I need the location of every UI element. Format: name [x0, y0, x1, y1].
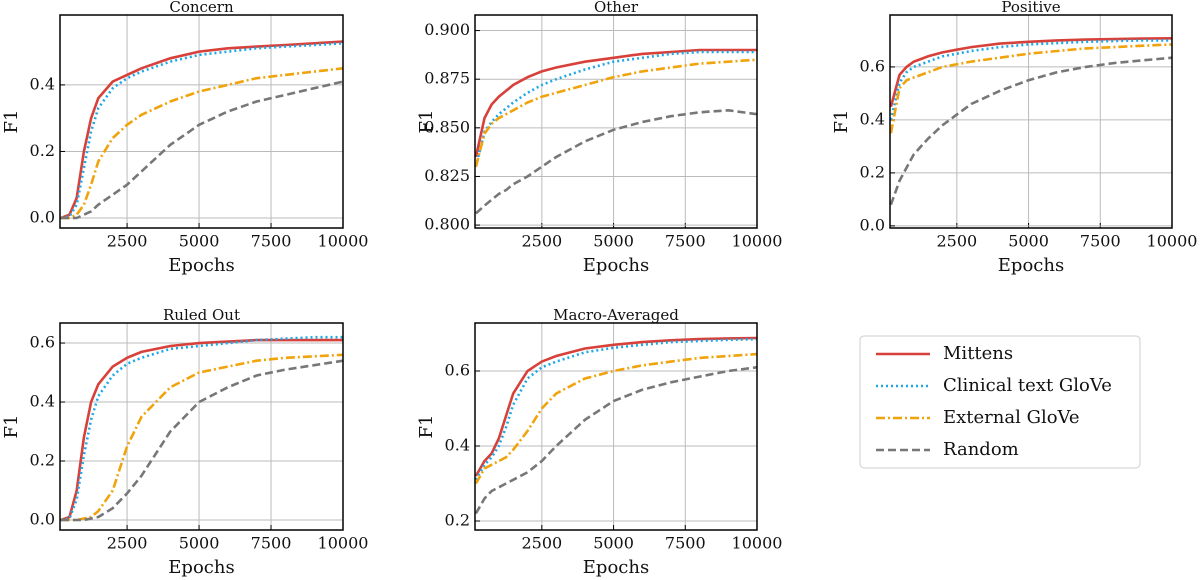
x-tick-label: 10000: [732, 232, 783, 251]
x-tick-label: 7500: [665, 534, 706, 553]
y-tick-label: 0.4: [860, 109, 885, 128]
x-tick-label: 7500: [665, 232, 706, 251]
y-axis-label: F1: [831, 110, 852, 134]
series-line: [475, 337, 757, 481]
y-tick-label: 0.4: [445, 436, 470, 455]
y-axis-label: F1: [416, 415, 437, 439]
x-tick-label: 10000: [1147, 232, 1198, 251]
chart-title: Ruled Out: [163, 306, 240, 324]
chart-title: Positive: [1001, 0, 1060, 16]
series-line: [475, 108, 757, 215]
y-tick-label: 0.875: [424, 69, 470, 88]
chart-title: Macro-Averaged: [553, 306, 679, 324]
series-line: [60, 359, 343, 522]
x-axis-label: Epochs: [998, 255, 1064, 276]
x-tick-label: 2500: [107, 534, 148, 553]
series-line: [890, 37, 1172, 108]
plot-frame: [474, 322, 758, 531]
y-tick-label: 0.0: [30, 208, 55, 227]
y-tick-label: 0.6: [30, 333, 55, 352]
series-line: [475, 336, 757, 477]
y-tick-label: 0.6: [860, 56, 885, 75]
series-line: [60, 42, 343, 220]
y-tick-label: 0.0: [860, 215, 885, 234]
plot-frame: [474, 14, 758, 229]
series-line: [475, 352, 757, 485]
legend-label: Clinical text GloVe: [943, 375, 1112, 396]
series-line: [60, 80, 343, 220]
y-tick-label: 0.6: [445, 361, 470, 380]
x-tick-label: 7500: [251, 534, 292, 553]
y-tick-label: 0.900: [424, 20, 470, 39]
y-tick-label: 0.850: [424, 117, 470, 136]
y-tick-label: 0.825: [424, 166, 470, 185]
chart-title: Concern: [169, 0, 234, 16]
legend-box: [859, 335, 1141, 469]
series-line: [890, 56, 1172, 206]
x-tick-label: 2500: [521, 534, 562, 553]
legend-label: External GloVe: [943, 407, 1080, 428]
x-tick-label: 5000: [593, 232, 634, 251]
x-axis-label: Epochs: [168, 557, 234, 578]
y-axis-label: F1: [1, 415, 22, 439]
plot-frame: [59, 322, 344, 531]
y-tick-label: 0.0: [30, 509, 55, 528]
legend: Mittens Clinical text GloVe External GloVe…: [859, 335, 1141, 469]
legend-label: Random: [943, 439, 1019, 460]
x-tick-label: 2500: [107, 232, 148, 251]
series-line: [475, 48, 757, 158]
x-tick-label: 7500: [1080, 232, 1121, 251]
y-tick-label: 0.2: [30, 451, 55, 470]
series-line: [890, 39, 1172, 121]
y-tick-label: 0.4: [30, 392, 55, 411]
x-axis-label: Epochs: [168, 255, 234, 276]
x-tick-label: 5000: [593, 534, 634, 553]
x-tick-label: 5000: [179, 232, 220, 251]
x-tick-label: 5000: [1008, 232, 1049, 251]
x-tick-label: 10000: [732, 534, 783, 553]
y-tick-label: 0.800: [424, 215, 470, 234]
x-tick-label: 10000: [318, 232, 369, 251]
x-tick-label: 5000: [179, 534, 220, 553]
y-tick-label: 0.2: [860, 162, 885, 181]
x-tick-label: 10000: [318, 534, 369, 553]
y-axis-label: F1: [1, 110, 22, 134]
x-tick-label: 7500: [251, 232, 292, 251]
x-axis-label: Epochs: [583, 255, 649, 276]
x-axis-label: Epochs: [583, 557, 649, 578]
series-line: [475, 366, 757, 515]
x-tick-label: 2500: [521, 232, 562, 251]
plot-frame: [59, 14, 344, 229]
x-tick-label: 2500: [936, 232, 977, 251]
y-tick-label: 0.2: [445, 511, 470, 530]
y-tick-label: 0.4: [30, 74, 55, 93]
chart-title: Other: [594, 0, 639, 16]
series-line: [475, 58, 757, 168]
series-line: [60, 67, 343, 220]
plot-frame: [889, 14, 1173, 229]
y-axis-label: F1: [416, 110, 437, 134]
legend-label: Mittens: [943, 343, 1013, 364]
series-line: [60, 335, 343, 522]
y-tick-label: 0.2: [30, 141, 55, 160]
series-line: [60, 40, 343, 220]
